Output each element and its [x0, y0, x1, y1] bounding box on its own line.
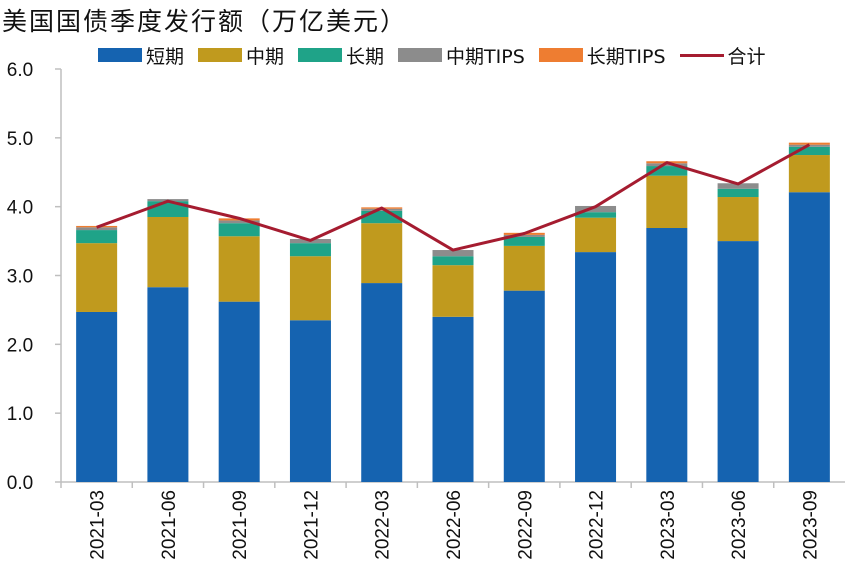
legend-label-short: 短期 — [146, 45, 185, 68]
x-tick-label: 2022-12 — [587, 490, 608, 560]
bar-segment-medium — [503, 245, 545, 291]
chart-title: 美国国债季度发行额（万亿美元） — [2, 7, 408, 36]
x-tick-label: 2021-03 — [88, 490, 109, 560]
bar-segment-medium — [218, 236, 260, 302]
bar-segment-long-tips — [788, 142, 830, 145]
bar-segment-long — [646, 166, 688, 176]
legend: 短期 中期 长期 中期TIPS 长期TIPS 合计 — [98, 42, 780, 68]
bar-segment-medium — [575, 217, 617, 253]
bar-segment-short — [646, 228, 688, 482]
bar-segment-short — [76, 311, 118, 482]
legend-label-long-tips: 长期TIPS — [586, 45, 666, 68]
bar-segment-medium-tips — [717, 183, 759, 189]
total-line — [96, 143, 811, 252]
x-tick-label: 2022-09 — [515, 490, 536, 560]
x-tick-label: 2023-09 — [800, 490, 821, 560]
bar-segment-medium — [432, 265, 474, 317]
legend-swatch-medium — [198, 48, 243, 62]
y-tick-label: 4.0 — [7, 198, 33, 219]
bar-segment-medium — [147, 216, 189, 288]
x-tick-label: 2021-09 — [230, 490, 251, 560]
bar-segment-long — [289, 243, 331, 257]
bar-segment-medium-tips — [432, 250, 474, 257]
legend-label-total: 合计 — [727, 45, 766, 68]
bar-segment-short — [717, 241, 759, 482]
bar-segment-medium-tips — [218, 220, 260, 224]
x-tick-label: 2021-12 — [301, 490, 322, 560]
x-tick-label: 2021-06 — [159, 490, 180, 560]
x-tick-label: 2022-06 — [444, 490, 465, 560]
bar-segment-short — [432, 316, 474, 482]
legend-item-total: 合计 — [679, 42, 766, 69]
legend-label-medium: 中期 — [246, 45, 285, 68]
x-tick-label: 2022-03 — [373, 490, 394, 560]
bar-segment-long — [218, 223, 260, 237]
legend-swatch-long — [298, 48, 343, 62]
legend-swatch-short — [98, 48, 142, 62]
bar-segment-short — [575, 252, 617, 482]
y-tick-label: 0.0 — [7, 473, 33, 494]
bar-segment-short — [788, 192, 830, 482]
bar-segment-long — [503, 236, 545, 246]
bar-segment-medium — [788, 155, 830, 193]
legend-swatch-long-tips — [538, 48, 583, 62]
y-tick-label: 2.0 — [7, 335, 33, 356]
y-tick-label: 5.0 — [7, 129, 33, 150]
bar-segment-short — [503, 290, 545, 482]
bar-segment-long — [717, 188, 759, 198]
legend-label-medium-tips: 中期TIPS — [446, 45, 525, 68]
x-tick-label: 2023-06 — [729, 490, 750, 560]
bar-segment-long — [432, 256, 474, 266]
bar-segment-medium — [289, 256, 331, 321]
y-tick-label: 1.0 — [7, 404, 33, 425]
bar-segment-long — [575, 212, 617, 218]
bar-segment-medium-tips — [646, 163, 688, 167]
bar-segment-medium — [646, 175, 688, 229]
bar-segment-short — [147, 287, 189, 482]
bar-segment-medium — [76, 243, 118, 312]
y-tick-label: 6.0 — [7, 60, 33, 81]
legend-item-long-tips: 长期TIPS — [538, 42, 666, 69]
x-tick-label: 2023-03 — [658, 490, 679, 560]
legend-item-long: 长期 — [298, 42, 384, 69]
bar-segment-long — [76, 230, 118, 244]
legend-swatch-medium-tips — [398, 48, 443, 62]
legend-item-short: 短期 — [98, 42, 184, 69]
legend-item-medium: 中期 — [198, 42, 284, 69]
bar-segment-medium — [361, 223, 403, 284]
bar-segment-medium — [717, 197, 759, 242]
bar-segment-short — [361, 283, 403, 482]
legend-label-long: 长期 — [346, 45, 385, 68]
bar-segment-short — [218, 301, 260, 482]
bar-segment-short — [289, 320, 331, 482]
legend-line-total — [679, 53, 724, 57]
bar-segment-long — [788, 146, 830, 156]
legend-item-medium-tips: 中期TIPS — [398, 42, 525, 69]
y-tick-label: 3.0 — [7, 267, 33, 288]
bar-segment-medium-tips — [503, 234, 545, 237]
bar-segment-medium-tips — [575, 205, 617, 213]
bar-segment-medium-tips — [76, 227, 118, 231]
